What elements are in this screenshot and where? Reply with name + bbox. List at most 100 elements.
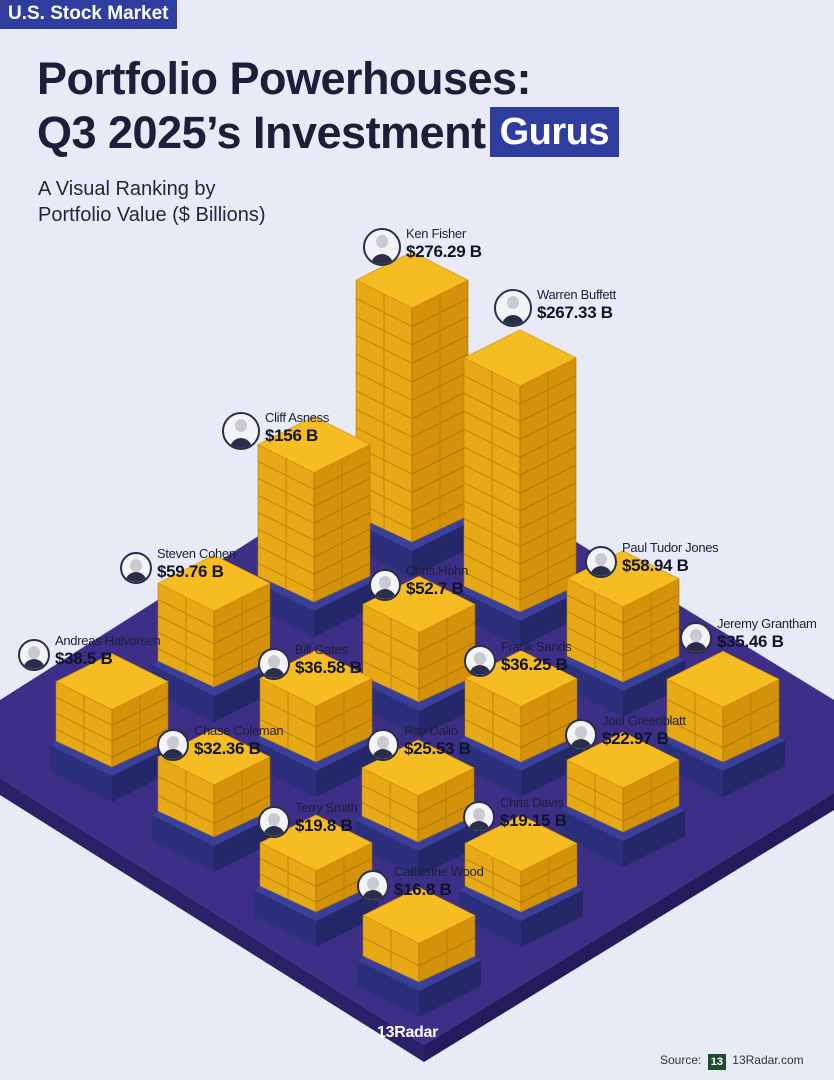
base-platform-left-face — [0, 778, 424, 1062]
avatar-icon — [565, 719, 597, 751]
avatar-icon — [494, 289, 532, 327]
avatar-icon — [258, 806, 290, 838]
investor-name: Steven Cohen — [157, 546, 236, 561]
portfolio-value-label: $25.53 B — [404, 739, 471, 758]
bar-13 — [561, 731, 685, 867]
pedestal-left-face — [152, 665, 214, 722]
portfolio-value-label: $59.76 B — [157, 562, 224, 581]
pedestal-right-face — [316, 890, 378, 947]
avatar-icon — [18, 639, 50, 671]
subtitle-line-2: Portfolio Value ($ Billions) — [38, 204, 266, 226]
base-platform-right-face — [424, 793, 834, 1062]
subtitle-line-1: A Visual Ranking by — [38, 178, 216, 200]
bar-5 — [561, 550, 685, 717]
pedestal-left-face — [254, 890, 316, 947]
pedestal-right-face — [623, 810, 685, 867]
avatar-icon — [464, 645, 496, 677]
portfolio-value-label: $22.97 B — [602, 729, 669, 748]
pedestal-right-face — [314, 580, 376, 637]
portfolio-value-label: $32.36 B — [194, 739, 261, 758]
pedestal-right-face — [723, 740, 785, 797]
category-tag: U.S. Stock Market — [0, 0, 177, 29]
pedestal-left-face — [459, 740, 521, 797]
pedestal-left-face — [357, 960, 419, 1017]
pedestal-left-face — [561, 810, 623, 867]
pedestal-right-face — [623, 660, 685, 717]
chart-title: Portfolio Powerhouses: Q3 2025’s Investm… — [37, 52, 619, 160]
investor-name: Joel Greenblatt — [602, 713, 686, 728]
chart-subtitle: A Visual Ranking by Portfolio Value ($ B… — [38, 176, 266, 228]
bar-8 — [254, 649, 378, 797]
bar-16 — [357, 887, 481, 1017]
portfolio-value-label: $58.94 B — [622, 556, 689, 575]
source-logo-icon: 13 — [707, 1054, 726, 1070]
avatar-icon — [585, 546, 617, 578]
investor-name: Chris Hohn — [406, 563, 469, 578]
source-credit: Source: 13 13Radar.com — [660, 1053, 804, 1070]
avatar-icon — [357, 870, 389, 902]
portfolio-value-label: $156 B — [265, 426, 319, 445]
portfolio-value-label: $52.7 B — [406, 579, 464, 598]
investor-name: Andreas Halvorsen — [55, 633, 161, 648]
avatar-icon — [369, 569, 401, 601]
title-line-1: Portfolio Powerhouses: — [37, 53, 532, 104]
avatar-icon — [157, 729, 189, 761]
avatar-icon — [258, 648, 290, 680]
pedestal-left-face — [356, 820, 418, 877]
avatar-icon — [463, 801, 495, 833]
bar-6 — [357, 575, 481, 737]
source-label: Source: — [660, 1053, 702, 1067]
avatar-icon — [363, 228, 401, 266]
pedestal-left-face — [357, 680, 419, 737]
investor-name: Chris Davis — [500, 795, 564, 810]
portfolio-value-label: $38.5 B — [55, 649, 113, 668]
portfolio-value-label: $36.25 B — [501, 655, 568, 674]
avatar-icon — [222, 412, 260, 450]
title-line-2: Q3 2025’s Investment — [37, 107, 486, 158]
pedestal-right-face — [316, 740, 378, 797]
portfolio-value-label: $16.8 B — [394, 880, 452, 899]
avatar-icon — [680, 622, 712, 654]
brand-logo: 13Radar — [377, 1024, 439, 1041]
pedestal-right-face — [418, 820, 480, 877]
avatar-icon — [367, 729, 399, 761]
avatar-icon — [120, 552, 152, 584]
bar-10 — [661, 650, 785, 797]
pedestal-left-face — [661, 740, 723, 797]
pedestal-left-face — [152, 815, 214, 872]
portfolio-value-label: $19.8 B — [295, 816, 353, 835]
portfolio-value-label: $276.29 B — [406, 242, 482, 261]
investor-name: Paul Tudor Jones — [622, 540, 719, 555]
portfolio-value-label: $267.33 B — [537, 303, 613, 322]
portfolio-value-label: $35.46 B — [717, 632, 784, 651]
pedestal-right-face — [419, 960, 481, 1017]
bar-7 — [50, 653, 174, 802]
investor-name: Chase Coleman — [194, 723, 284, 738]
pedestal-right-face — [520, 590, 582, 647]
investor-name: Cliff Asness — [265, 410, 330, 425]
bar-3 — [252, 416, 376, 637]
investor-name: Bill Gates — [295, 642, 348, 657]
pedestal-left-face — [459, 890, 521, 947]
investor-name: Warren Buffett — [537, 287, 616, 302]
pedestal-right-face — [521, 740, 583, 797]
bar-2 — [458, 329, 582, 647]
bar-4 — [152, 554, 276, 722]
bar-15 — [459, 815, 583, 947]
investor-name: Ken Fisher — [406, 226, 466, 241]
source-site: 13Radar.com — [732, 1053, 804, 1067]
pedestal-left-face — [50, 745, 112, 802]
pedestal-right-face — [521, 890, 583, 947]
portfolio-value-label: $19.15 B — [500, 811, 567, 830]
investor-name: Frank Sands — [501, 639, 572, 654]
investor-name: Catherine Wood — [394, 864, 484, 879]
bar-11 — [152, 728, 276, 872]
investor-name: Terry Smith — [295, 800, 358, 815]
pedestal-right-face — [412, 520, 474, 577]
portfolio-value-label: $36.58 B — [295, 658, 362, 677]
investor-name: Ray Dalio — [404, 723, 458, 738]
investor-name: Jeremy Grantham — [717, 616, 817, 631]
pedestal-left-face — [561, 660, 623, 717]
pedestal-left-face — [254, 740, 316, 797]
